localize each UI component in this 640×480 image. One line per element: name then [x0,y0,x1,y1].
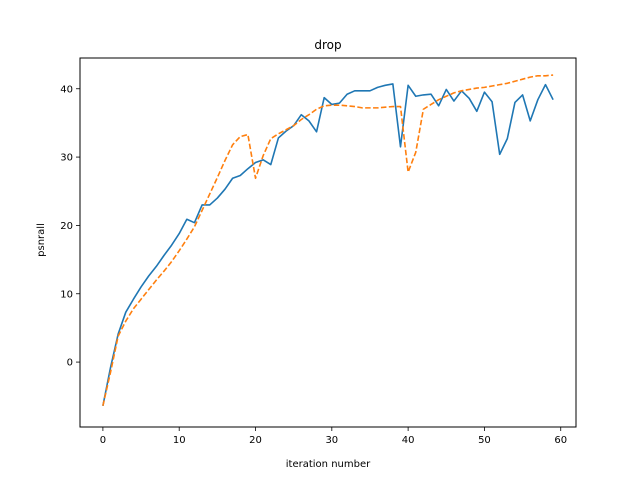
x-tick-label: 20 [249,435,262,446]
x-tick-label: 30 [325,435,338,446]
x-tick-label: 40 [402,435,415,446]
x-tick-label: 60 [554,435,567,446]
y-axis-label: psnrall [36,223,47,257]
y-tick-label: 0 [67,358,73,369]
x-tick-label: 50 [478,435,491,446]
y-tick-label: 40 [60,84,73,95]
x-tick-label: 10 [173,435,186,446]
axes-layer: 0 10 20 30 40 50 60 0 10 20 30 40 [60,84,567,446]
series-line-1 [102,83,554,406]
y-tick-label: 20 [60,221,73,232]
chart-title: drop [314,38,341,52]
series-line-2 [102,74,554,406]
x-tick-label: 0 [100,435,106,446]
plot-frame [79,57,577,428]
series-layer [102,74,554,406]
y-tick-label: 10 [60,289,73,300]
x-axis-label: iteration number [286,459,371,470]
y-tick-label: 30 [60,153,73,164]
